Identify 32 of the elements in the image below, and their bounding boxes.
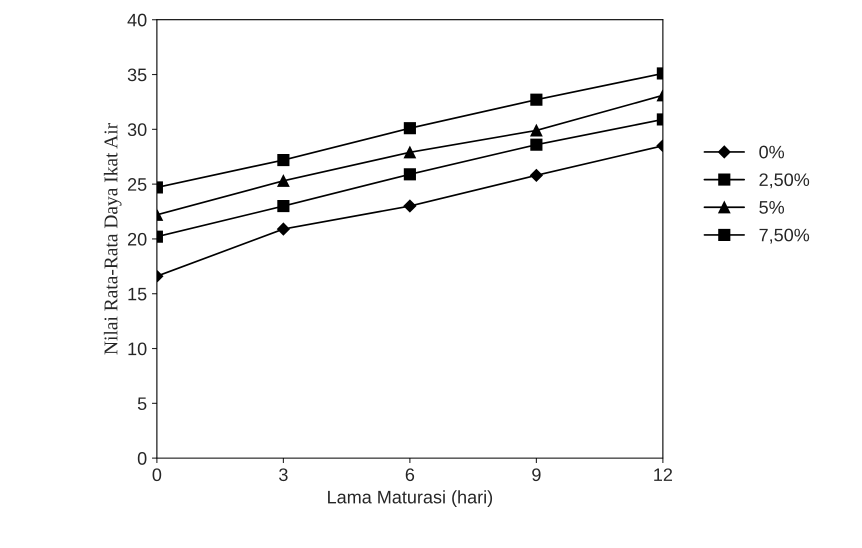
- legend-label: 5%: [759, 201, 784, 214]
- x-tick-label: 12: [654, 468, 672, 481]
- y-tick-label: 5: [138, 397, 146, 410]
- y-tick-label: 35: [128, 68, 146, 82]
- point: [277, 200, 290, 212]
- point: [276, 222, 290, 236]
- point: [403, 200, 416, 212]
- y-tick-label: 25: [128, 178, 146, 191]
- y-axis-title: Nilai Rata-Rata Daya Ikat Air: [104, 123, 122, 354]
- point: [530, 124, 542, 136]
- point: [277, 174, 290, 187]
- x-tick-label: 0: [152, 468, 162, 482]
- y-tick-label: 40: [127, 14, 146, 26]
- point: [404, 122, 416, 134]
- x-tick-label: 9: [532, 468, 541, 482]
- point: [404, 146, 416, 158]
- point: [277, 154, 290, 166]
- point: [530, 138, 542, 151]
- point: [530, 94, 542, 106]
- y-tick-label: 20: [128, 232, 146, 246]
- point: [530, 168, 543, 182]
- point: [404, 168, 416, 180]
- x-tick-label: 6: [406, 468, 414, 482]
- legend-label: 2,50%: [760, 173, 810, 188]
- y-tick-label: 10: [128, 342, 146, 356]
- y-tick-label: 30: [128, 123, 146, 136]
- y-tick-label: 0: [138, 452, 146, 465]
- legend-label: 7,50%: [760, 228, 810, 244]
- y-tick-label: 15: [128, 288, 146, 300]
- legend-label: 0%: [759, 146, 784, 158]
- x-tick-label: 3: [279, 468, 288, 482]
- x-axis-title: Lama Maturasi (hari): [328, 490, 492, 508]
